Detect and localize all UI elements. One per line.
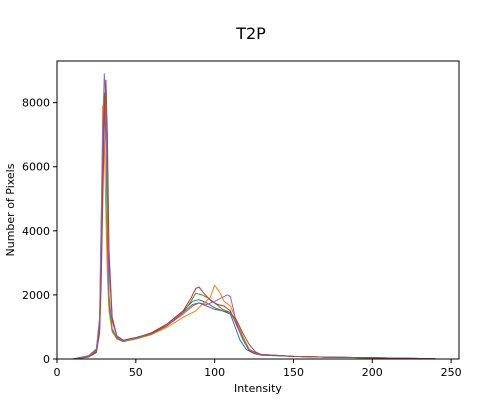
series-line-2 (72, 105, 436, 360)
series-line-4 (72, 79, 436, 360)
x-tick-label: 100 (204, 366, 225, 379)
x-tick-label: 150 (283, 366, 304, 379)
y-axis-label: Number of Pixels (4, 163, 17, 256)
y-tick-label: 2000 (22, 289, 50, 302)
x-tick-label: 200 (362, 366, 383, 379)
series-line-6 (72, 79, 436, 360)
series-line-3 (72, 95, 436, 360)
y-axis: 0 2000 4000 6000 8000 (22, 97, 57, 366)
y-tick-label: 6000 (22, 161, 50, 174)
y-tick-label: 8000 (22, 97, 50, 110)
x-axis-label: Intensity (234, 382, 282, 395)
series-layer (72, 73, 436, 360)
y-tick-label: 4000 (22, 225, 50, 238)
x-tick-label: 50 (129, 366, 143, 379)
plot-frame (56, 60, 460, 360)
series-line-5 (72, 73, 436, 360)
x-tick-label: 250 (441, 366, 462, 379)
chart-title: T2P (235, 24, 266, 43)
series-line-1 (72, 92, 436, 360)
y-tick-label: 0 (43, 353, 50, 366)
x-tick-label: 0 (54, 366, 61, 379)
x-axis: 0 50 100 150 200 250 (54, 359, 462, 379)
